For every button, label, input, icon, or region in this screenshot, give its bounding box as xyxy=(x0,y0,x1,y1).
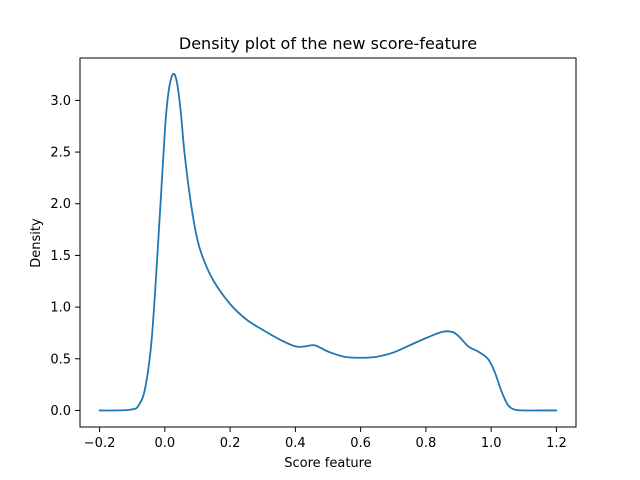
x-axis-label: Score feature xyxy=(284,456,371,471)
x-tick-label: 0.2 xyxy=(220,436,241,451)
y-tick-label: 0.0 xyxy=(50,404,71,419)
plot-frame xyxy=(79,57,577,428)
y-tick-label: 2.0 xyxy=(50,197,71,212)
x-axis: −0.2 0.0 0.2 0.4 0.6 0.8 1.0 1.2 xyxy=(84,427,567,451)
y-tick-label: 0.5 xyxy=(50,352,71,367)
x-tick-label: 0.6 xyxy=(350,436,371,451)
y-tick-label: 1.5 xyxy=(50,249,71,264)
y-tick-label: 1.0 xyxy=(50,301,71,316)
density-line xyxy=(98,72,558,412)
y-tick-label: 3.0 xyxy=(50,94,71,109)
plot-area xyxy=(98,72,558,412)
y-tick-label: 2.5 xyxy=(50,146,71,161)
x-tick-label: −0.2 xyxy=(84,436,116,451)
chart-title: Density plot of the new score-feature xyxy=(179,34,477,53)
x-tick-label: 0.4 xyxy=(285,436,306,451)
y-axis: 0.0 0.5 1.0 1.5 2.0 2.5 3.0 xyxy=(50,94,80,419)
x-tick-label: 1.0 xyxy=(481,436,502,451)
x-tick-label: 1.2 xyxy=(546,436,567,451)
y-axis-label: Density xyxy=(29,218,44,268)
x-tick-label: 0.0 xyxy=(154,436,175,451)
x-tick-label: 0.8 xyxy=(416,436,437,451)
